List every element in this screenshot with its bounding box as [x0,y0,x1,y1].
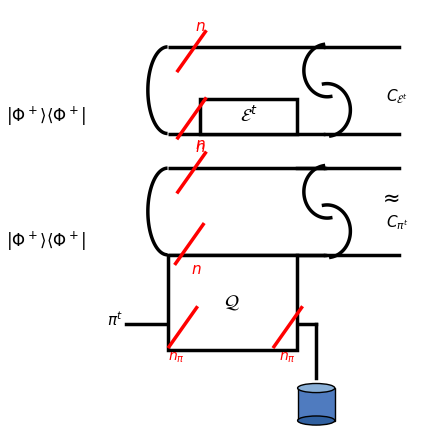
Text: $n$: $n$ [195,138,205,152]
Text: $C_{\pi^t}$: $C_{\pi^t}$ [386,213,409,232]
Bar [168,255,297,350]
Text: $n$: $n$ [191,263,201,277]
Text: $|\Phi^+\rangle\langle\Phi^+|$: $|\Phi^+\rangle\langle\Phi^+|$ [6,230,86,253]
FancyBboxPatch shape [297,388,335,421]
Text: $n$: $n$ [195,20,205,34]
Bar [200,99,297,133]
Text: $C_{\mathcal{E}^t}$: $C_{\mathcal{E}^t}$ [386,87,408,106]
Text: $\approx$: $\approx$ [378,189,399,208]
Text: $\pi^t$: $\pi^t$ [107,310,124,329]
Text: $\mathcal{Q}$: $\mathcal{Q}$ [224,293,240,312]
Text: $|\Phi^+\rangle\langle\Phi^+|$: $|\Phi^+\rangle\langle\Phi^+|$ [6,105,86,128]
Text: $n$: $n$ [195,141,205,155]
Text: $n_\pi$: $n_\pi$ [279,350,296,364]
Ellipse shape [297,416,335,425]
Ellipse shape [297,384,335,392]
Text: $\mathcal{E}^t$: $\mathcal{E}^t$ [240,106,257,126]
Text: $n_\pi$: $n_\pi$ [168,350,185,364]
